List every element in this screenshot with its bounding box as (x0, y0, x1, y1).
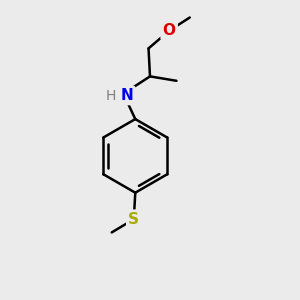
Text: S: S (128, 212, 139, 227)
Text: N: N (121, 88, 134, 103)
Text: H: H (106, 88, 116, 103)
Text: O: O (163, 23, 176, 38)
